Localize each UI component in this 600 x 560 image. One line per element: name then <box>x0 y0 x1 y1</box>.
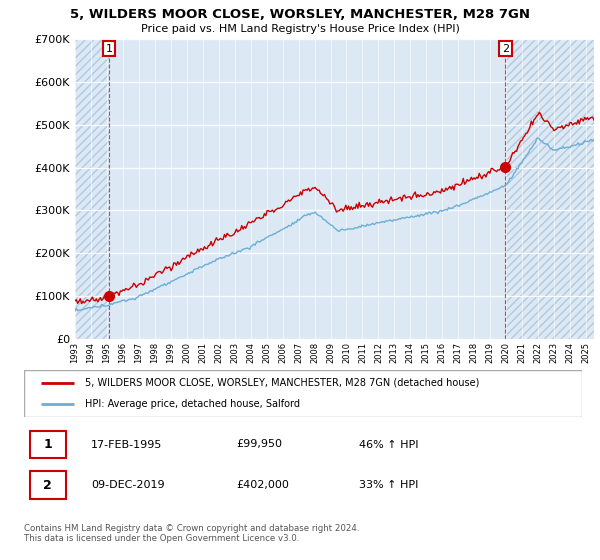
Text: 46% ↑ HPI: 46% ↑ HPI <box>359 440 418 450</box>
Text: £402,000: £402,000 <box>236 480 289 491</box>
Text: Contains HM Land Registry data © Crown copyright and database right 2024.
This d: Contains HM Land Registry data © Crown c… <box>24 524 359 543</box>
Text: 2: 2 <box>43 479 52 492</box>
Text: 1: 1 <box>106 44 113 54</box>
Bar <box>505 39 594 339</box>
Bar <box>29 472 66 499</box>
Text: 09-DEC-2019: 09-DEC-2019 <box>91 480 164 491</box>
Text: 2: 2 <box>502 44 509 54</box>
Text: £99,950: £99,950 <box>236 440 282 450</box>
Text: 5, WILDERS MOOR CLOSE, WORSLEY, MANCHESTER, M28 7GN (detached house): 5, WILDERS MOOR CLOSE, WORSLEY, MANCHEST… <box>85 378 480 388</box>
Text: Price paid vs. HM Land Registry's House Price Index (HPI): Price paid vs. HM Land Registry's House … <box>140 24 460 34</box>
Text: 33% ↑ HPI: 33% ↑ HPI <box>359 480 418 491</box>
Text: 1: 1 <box>43 438 52 451</box>
Bar <box>29 431 66 459</box>
Text: 17-FEB-1995: 17-FEB-1995 <box>91 440 163 450</box>
Text: 5, WILDERS MOOR CLOSE, WORSLEY, MANCHESTER, M28 7GN: 5, WILDERS MOOR CLOSE, WORSLEY, MANCHEST… <box>70 8 530 21</box>
Text: HPI: Average price, detached house, Salford: HPI: Average price, detached house, Salf… <box>85 399 301 409</box>
Bar <box>75 39 109 339</box>
